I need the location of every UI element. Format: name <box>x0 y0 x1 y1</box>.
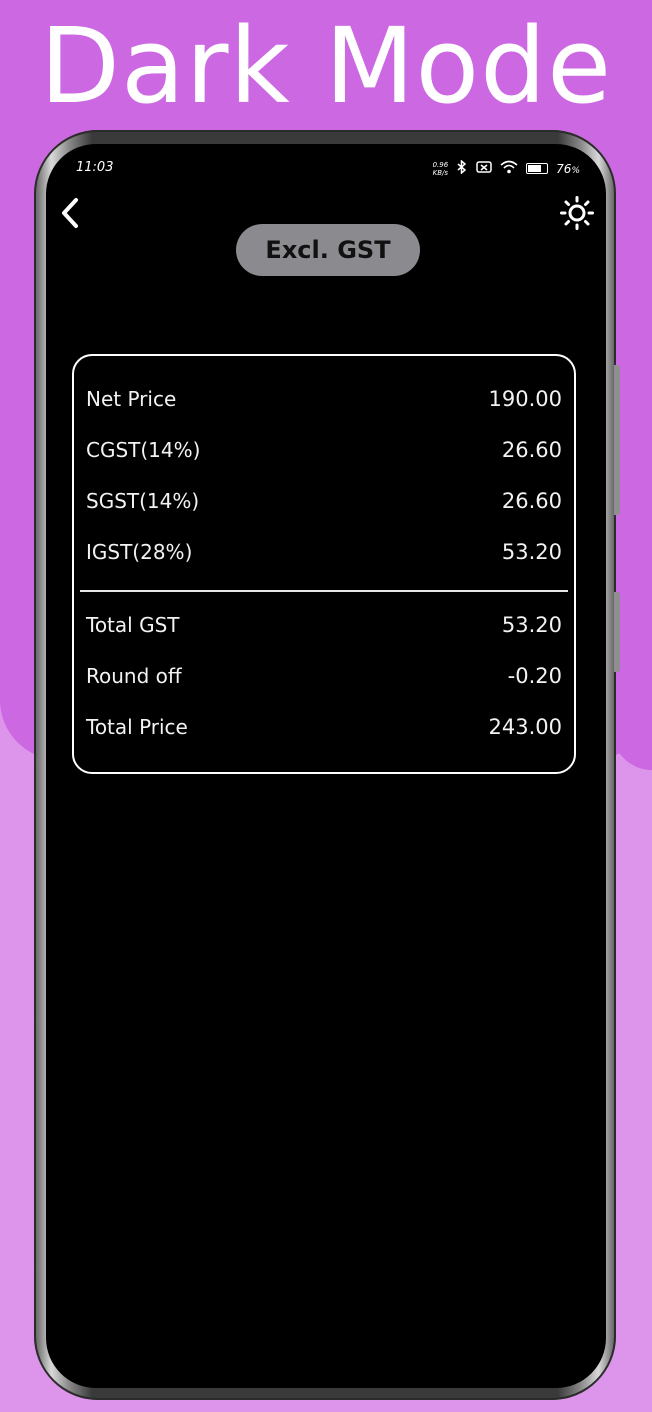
row-sgst: SGST(14%) 26.60 <box>86 489 562 513</box>
back-button[interactable] <box>58 196 84 232</box>
gst-mode-toggle[interactable]: Excl. GST <box>236 224 420 276</box>
gst-summary-card: Net Price 190.00 CGST(14%) 26.60 SGST(14… <box>72 354 576 774</box>
no-sim-icon <box>476 160 492 177</box>
row-total-gst: Total GST 53.20 <box>86 613 562 637</box>
row-net-price: Net Price 190.00 <box>86 387 562 411</box>
row-cgst: CGST(14%) 26.60 <box>86 438 562 462</box>
sun-icon <box>560 196 594 230</box>
chevron-left-icon <box>62 198 78 228</box>
divider <box>80 590 568 592</box>
battery-level: 76% <box>556 161 580 176</box>
volume-button <box>614 365 620 515</box>
power-button <box>614 592 620 672</box>
row-round-off: Round off -0.20 <box>86 664 562 688</box>
app-screen: 11:03 0.96 KB/s 76% <box>46 144 606 1388</box>
banner-title: Dark Mode <box>39 5 613 127</box>
status-time: 11:03 <box>76 160 114 175</box>
theme-toggle-button[interactable] <box>560 196 594 230</box>
wifi-icon <box>500 160 518 177</box>
row-igst: IGST(28%) 53.20 <box>86 540 562 564</box>
bluetooth-icon <box>456 159 468 177</box>
row-total-price: Total Price 243.00 <box>86 715 562 739</box>
status-icons: 0.96 KB/s 76% <box>432 159 580 177</box>
battery-icon <box>526 163 549 174</box>
network-speed: 0.96 KB/s <box>432 160 449 177</box>
status-bar: 11:03 0.96 KB/s 76% <box>74 158 580 182</box>
banner-corner <box>612 680 652 770</box>
